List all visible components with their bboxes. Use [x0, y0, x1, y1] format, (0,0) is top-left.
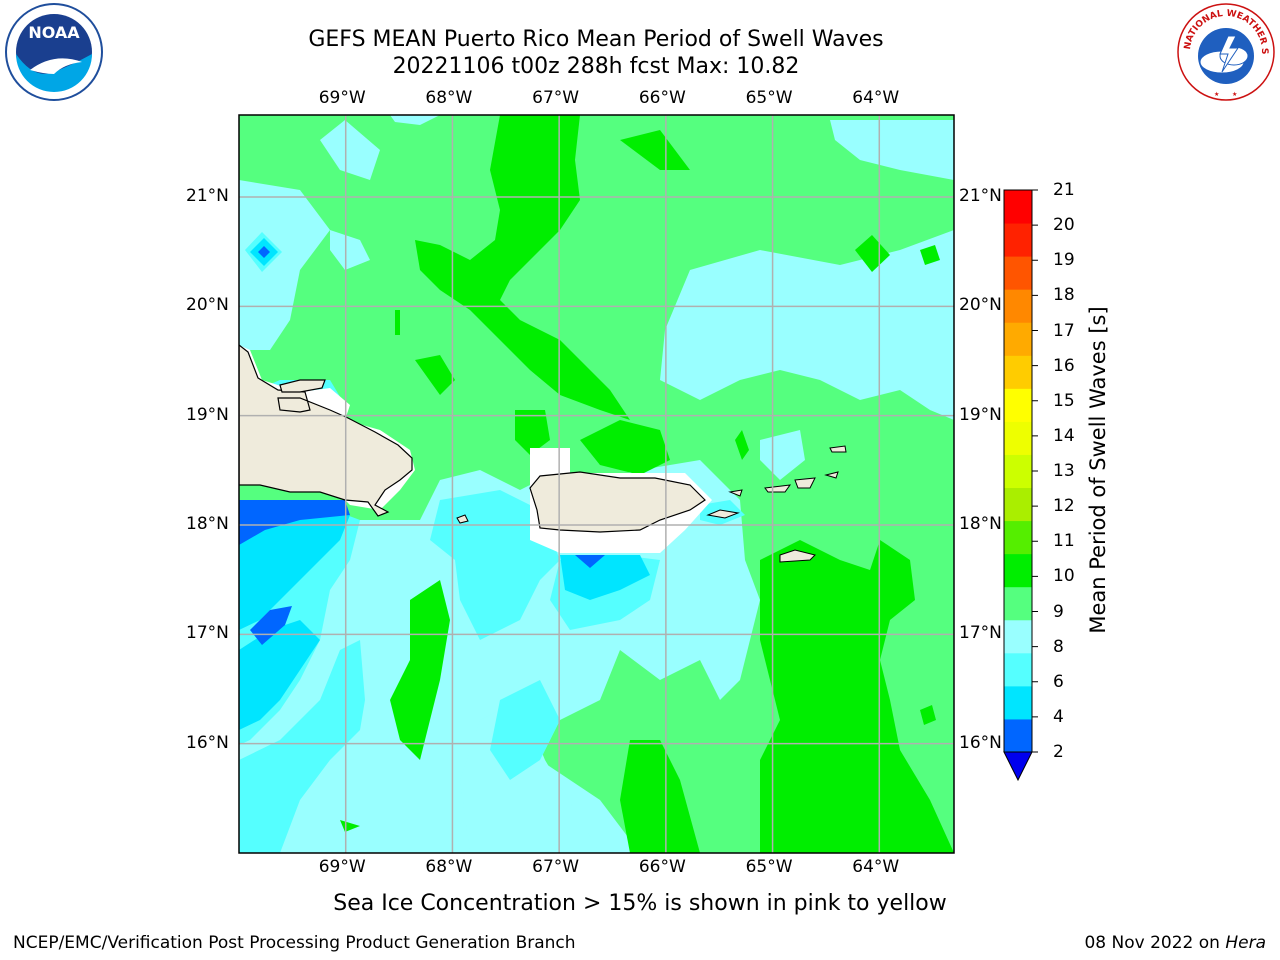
lon-tick-label: 65°W	[745, 857, 793, 877]
colorbar-segment	[1004, 718, 1032, 753]
lat-tick-label: 17°N	[959, 623, 1002, 644]
footer-machine: Hera	[1225, 933, 1266, 953]
colorbar-tick-label: 17	[1053, 320, 1075, 341]
period-field-10-11	[340, 115, 954, 853]
colorbar-segment	[1004, 520, 1032, 555]
colorbar-tick-label: 15	[1053, 390, 1075, 411]
colorbar-tick-label: 4	[1053, 706, 1064, 727]
colorbar-segment	[1004, 256, 1032, 290]
colorbar-segment	[1004, 553, 1032, 588]
colorbar-extend-arrow	[1003, 751, 1033, 782]
colorbar-segment	[1004, 223, 1032, 257]
lon-tick-label: 66°W	[638, 88, 686, 108]
colorbar-segment	[1004, 652, 1032, 687]
lon-tick-label: 68°W	[425, 88, 473, 108]
lat-tick-label: 18°N	[186, 514, 229, 534]
nws-logo: NATIONAL WEATHER SERVICE ★ ★	[1173, 0, 1276, 102]
period-field-4-6	[239, 238, 650, 730]
colorbar-segment	[1004, 454, 1032, 489]
lon-tick-label: 69°W	[318, 857, 366, 877]
colorbar-segment	[1004, 619, 1032, 654]
lon-tick-label: 67°W	[532, 88, 580, 108]
colorbar-segment	[1004, 421, 1032, 455]
lat-tick-label: 16°N	[959, 732, 1002, 753]
colorbar-tick-label: 10	[1053, 566, 1075, 587]
lon-tick-label: 64°W	[852, 857, 900, 877]
colorbar-segment	[1004, 487, 1032, 522]
footer-branch: NCEP/EMC/Verification Post Processing Pr…	[13, 933, 576, 953]
footer-date: 08 Nov 2022 on Hera	[1084, 933, 1266, 953]
colorbar	[1003, 189, 1038, 782]
map-subtitle: 20221106 t00z 288h fcst Max: 10.82	[392, 54, 800, 79]
colorbar-segment	[1004, 685, 1032, 720]
colorbar-segment	[1004, 586, 1032, 621]
colorbar-tick-label: 20	[1053, 215, 1075, 236]
graticule	[239, 115, 954, 853]
colorbar-segment	[1004, 190, 1032, 224]
colorbar-tick-label: 14	[1053, 425, 1075, 446]
map-frame	[238, 114, 955, 854]
colorbar-tick-label: 19	[1053, 250, 1075, 271]
lon-tick-label: 66°W	[638, 857, 686, 877]
colorbar-tick-label: 11	[1053, 531, 1075, 552]
period-field-2-4	[239, 246, 605, 645]
colorbar-segment	[1004, 322, 1032, 356]
colorbar-tick-label: 2	[1053, 742, 1064, 762]
svg-text:★: ★	[1232, 91, 1237, 98]
lat-tick-label: 18°N	[959, 514, 1002, 534]
period-field-8-9	[239, 115, 954, 853]
colorbar-tick-label: 21	[1053, 180, 1075, 200]
colorbar-tick-label: 9	[1053, 601, 1064, 622]
colorbar-segment	[1004, 388, 1032, 422]
lat-tick-label: 21°N	[186, 186, 229, 206]
colorbar-tick-label: 13	[1053, 461, 1075, 481]
map-title: GEFS MEAN Puerto Rico Mean Period of Swe…	[308, 27, 884, 52]
lat-tick-label: 19°N	[959, 404, 1002, 425]
colorbar-tick-label: 18	[1053, 285, 1075, 306]
lat-tick-label: 20°N	[186, 295, 229, 316]
lat-tick-label: 21°N	[959, 186, 1002, 206]
svg-text:★: ★	[1214, 91, 1219, 98]
colorbar-tick-label: 8	[1053, 636, 1064, 657]
lon-tick-label: 65°W	[745, 88, 793, 108]
sea-ice-note: Sea Ice Concentration > 15% is shown in …	[333, 891, 947, 916]
noaa-logo-text: NOAA	[28, 23, 80, 42]
lon-tick-label: 68°W	[425, 857, 473, 877]
lat-tick-label: 16°N	[186, 732, 229, 753]
colorbar-tick-label: 6	[1053, 671, 1064, 692]
colorbar-segment	[1004, 355, 1032, 389]
colorbar-tick-label: 12	[1053, 496, 1075, 517]
lon-tick-label: 69°W	[318, 88, 366, 108]
colorbar-tick-label: 16	[1053, 355, 1075, 376]
lat-tick-label: 20°N	[959, 295, 1002, 316]
lon-tick-label: 67°W	[532, 857, 580, 877]
colorbar-segment	[1004, 289, 1032, 323]
noaa-logo: NOAA	[4, 2, 104, 102]
lat-tick-label: 17°N	[186, 623, 229, 644]
lon-tick-label: 64°W	[852, 88, 900, 108]
lat-tick-label: 19°N	[186, 404, 229, 425]
